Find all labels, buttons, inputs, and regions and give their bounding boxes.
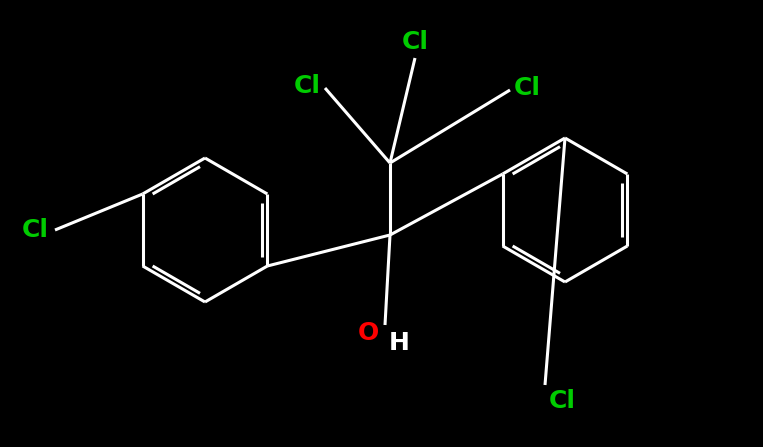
- Text: Cl: Cl: [514, 76, 541, 100]
- Text: Cl: Cl: [22, 218, 49, 242]
- Text: O: O: [358, 321, 379, 345]
- Text: H: H: [389, 331, 410, 355]
- Text: Cl: Cl: [549, 389, 576, 413]
- Text: Cl: Cl: [401, 30, 429, 54]
- Text: Cl: Cl: [294, 74, 321, 98]
